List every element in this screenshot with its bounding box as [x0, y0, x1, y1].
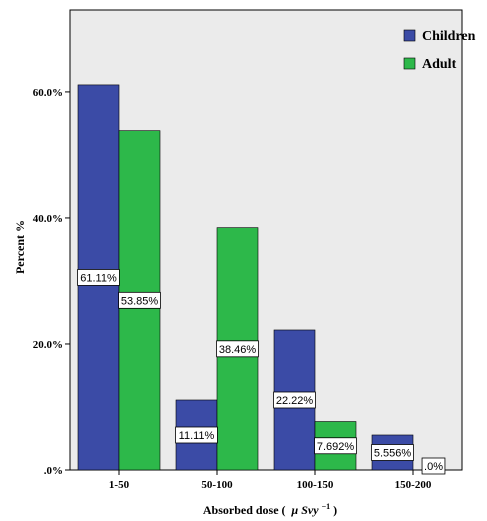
data-label-text: 11.11%	[179, 430, 215, 442]
y-tick-label-0: .0%	[44, 465, 63, 477]
data-label-text: .0%	[424, 461, 443, 473]
legend-label-adult: Adult	[422, 57, 457, 72]
data-label-children-50-100: 11.11%	[176, 427, 218, 443]
x-tick-label-1-50: 1-50	[109, 479, 130, 491]
y-tick-label-40: 40.0%	[33, 213, 63, 225]
x-axis-title: Absorbed dose ( μ Svy −1 )	[203, 498, 337, 517]
x-tick-label-50-100: 50-100	[201, 479, 233, 491]
y-tick-label-60: 60.0%	[33, 87, 63, 99]
legend-swatch-children	[404, 30, 415, 41]
x-axis-title-close: )	[333, 503, 337, 517]
data-label-children-150-200: 5.556%	[372, 444, 414, 460]
x-axis: 1-50 50-100 100-150 150-200	[109, 470, 432, 491]
data-label-text: 53.85%	[121, 295, 159, 307]
data-label-adult-1-50: 53.85%	[119, 292, 161, 308]
x-axis-title-exp: −1	[322, 502, 331, 511]
data-label-adult-150-200: .0%	[422, 458, 445, 474]
data-label-text: 7.692%	[317, 441, 355, 453]
data-label-adult-100-150: 7.692%	[315, 438, 357, 454]
legend-label-children: Children	[422, 29, 476, 44]
x-axis-title-main: Absorbed dose (	[203, 503, 286, 517]
x-axis-title-unit: Svy	[301, 503, 319, 517]
x-tick-label-150-200: 150-200	[395, 479, 432, 491]
x-axis-title-mu: μ	[291, 503, 299, 517]
data-label-adult-50-100: 38.46%	[217, 341, 259, 357]
x-tick-label-100-150: 100-150	[297, 479, 334, 491]
y-tick-label-20: 20.0%	[33, 339, 63, 351]
data-label-children-1-50: 61.11%	[78, 269, 120, 285]
data-label-children-100-150: 22.22%	[274, 392, 316, 408]
data-label-text: 5.556%	[374, 447, 412, 459]
y-axis-title: Percent %	[13, 220, 27, 274]
legend-swatch-adult	[404, 58, 415, 69]
y-axis: .0% 20.0% 40.0% 60.0%	[33, 87, 70, 477]
data-label-text: 38.46%	[219, 344, 257, 356]
data-label-text: 61.11%	[80, 272, 117, 284]
data-label-text: 22.22%	[276, 395, 314, 407]
